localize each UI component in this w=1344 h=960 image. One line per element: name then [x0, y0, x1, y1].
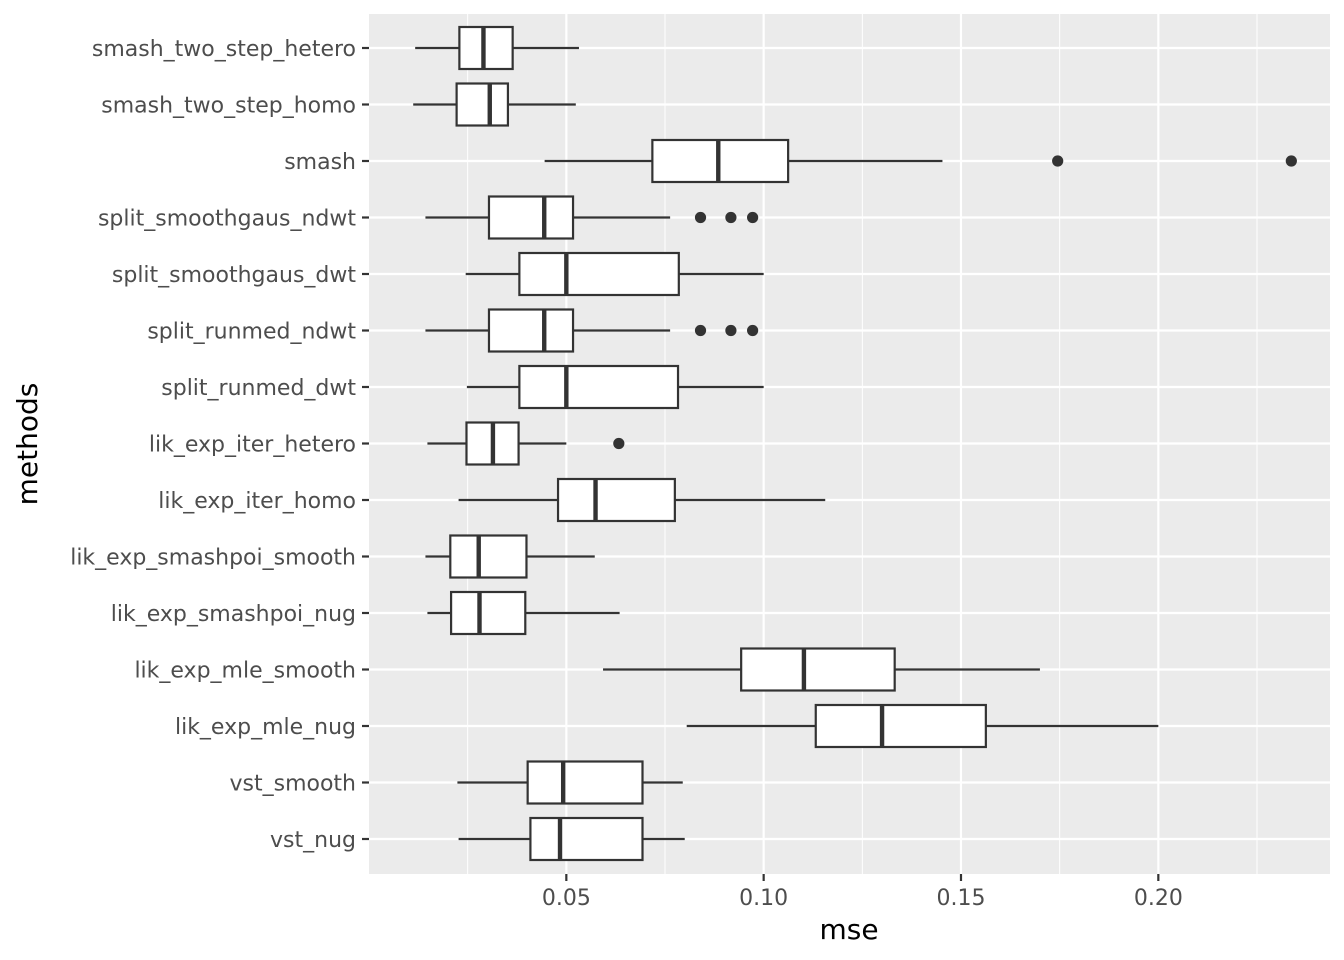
box-split_runmed_ndwt: [425, 308, 759, 353]
y-tick-label: lik_exp_mle_smooth: [134, 659, 356, 684]
box-lik_exp_smashpoi_smooth: [425, 534, 595, 579]
x-axis-title: mse: [819, 913, 878, 946]
box-iqr: [518, 364, 680, 410]
y-tick-label: smash: [284, 150, 356, 175]
y-tick-label: split_runmed_dwt: [161, 376, 356, 401]
y-tick-label: vst_smooth: [230, 772, 357, 797]
outlier-point: [747, 211, 759, 224]
box-iqr: [458, 25, 514, 71]
box-lik_exp_iter_hetero: [427, 421, 625, 466]
y-tick-label: lik_exp_smashpoi_nug: [111, 602, 356, 627]
box-iqr: [449, 590, 527, 636]
x-tick-label: 0.15: [936, 886, 985, 911]
boxes-layer: [413, 25, 1297, 862]
y-tick-label: lik_exp_mle_nug: [175, 715, 356, 740]
outlier-point: [613, 437, 625, 450]
outlier-point: [1052, 155, 1064, 167]
box-split_smoothgaus_ndwt: [425, 195, 759, 240]
y-tick-label: smash_two_step_hetero: [92, 37, 356, 62]
x-axis: 0.05 0.10 0.15 0.20: [542, 874, 1183, 911]
box-iqr: [487, 308, 575, 353]
outlier-point: [694, 324, 707, 337]
y-tick-label: lik_exp_iter_homo: [158, 489, 356, 514]
box-split_runmed_dwt: [466, 364, 764, 410]
y-tick-label: lik_exp_iter_hetero: [149, 433, 356, 458]
box-lik_exp_mle_smooth: [603, 647, 1040, 692]
outlier-point: [1285, 155, 1297, 167]
box-vst_smooth: [457, 760, 683, 805]
box-lik_exp_mle_nug: [686, 703, 1159, 749]
y-tick-label: smash_two_step_homo: [101, 94, 356, 119]
box-iqr: [814, 703, 987, 749]
y-tick-label: split_smoothgaus_ndwt: [98, 207, 356, 232]
box-iqr: [487, 195, 575, 240]
box-iqr: [529, 816, 644, 862]
box-split_smoothgaus_dwt: [465, 251, 764, 297]
box-lik_exp_iter_homo: [458, 477, 826, 523]
box-smash_two_step_homo: [413, 82, 576, 127]
x-tick-label: 0.10: [739, 886, 788, 911]
x-tick-label: 0.20: [1134, 886, 1183, 911]
box-iqr: [518, 251, 680, 297]
box-iqr: [526, 760, 644, 805]
y-tick-label: split_runmed_ndwt: [147, 320, 356, 345]
y-axis-title: methods: [11, 383, 44, 506]
y-tick-label: vst_nug: [270, 828, 356, 853]
box-iqr: [455, 82, 510, 127]
y-tick-label: split_smoothgaus_dwt: [112, 263, 356, 288]
box-lik_exp_smashpoi_nug: [427, 590, 620, 636]
y-tick-label: lik_exp_smashpoi_smooth: [70, 546, 356, 571]
box-smash_two_step_hetero: [415, 25, 579, 71]
outlier-point: [694, 211, 707, 224]
box-smash: [544, 138, 1297, 184]
box-vst_nug: [458, 816, 685, 862]
outlier-point: [725, 324, 737, 337]
box-iqr: [556, 477, 676, 523]
outlier-point: [747, 324, 759, 337]
box-iqr: [740, 647, 896, 692]
outlier-point: [725, 211, 737, 224]
box-iqr: [449, 534, 528, 579]
y-axis: smash_two_step_hetero smash_two_step_homo…: [70, 37, 369, 853]
x-tick-label: 0.05: [542, 886, 591, 911]
